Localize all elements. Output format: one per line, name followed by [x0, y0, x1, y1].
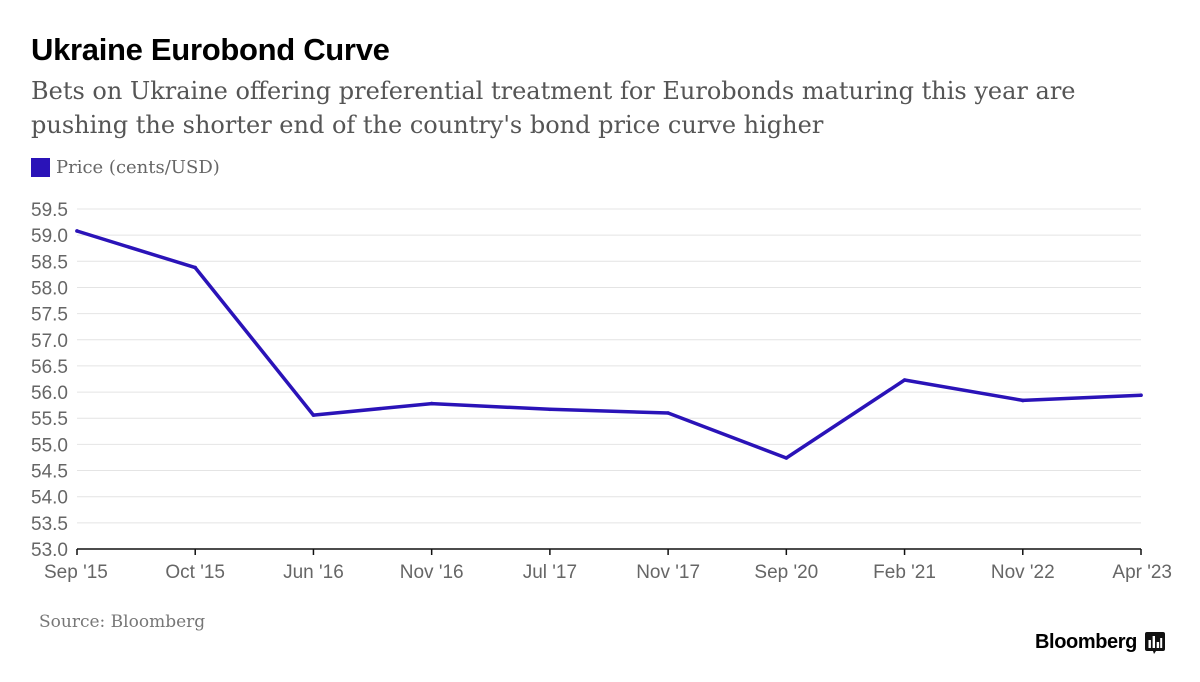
data-point	[75, 229, 79, 233]
x-tick-label: Oct '15	[165, 562, 225, 583]
x-axis: Sep '15 Oct '15 Jun '16 Nov '16 Jul '17 Nov '…	[44, 548, 1172, 583]
data-point	[902, 378, 907, 382]
chart-title: Ukraine Eurobond Curve	[31, 32, 390, 67]
data-point	[784, 456, 789, 460]
x-tick-label: Sep '20	[754, 562, 818, 583]
legend-label: Price (cents/USD)	[56, 157, 220, 178]
x-tick-label: Apr '23	[1112, 562, 1172, 583]
data-point	[429, 401, 434, 406]
chart-subtitle: Bets on Ukraine offering preferential tr…	[31, 77, 1076, 139]
brand-name: Bloomberg	[1035, 631, 1137, 653]
y-tick-label: 56.5	[31, 357, 68, 378]
data-point	[1020, 398, 1025, 403]
x-tick-label: Feb '21	[873, 562, 936, 583]
x-tick-label: Jul '17	[523, 562, 577, 583]
bar-chart-icon	[1144, 631, 1165, 654]
x-tick-label: Nov '16	[400, 562, 464, 583]
gridlines	[77, 208, 1141, 524]
legend: Price (cents/USD)	[31, 157, 220, 178]
y-tick-label: 53.5	[31, 514, 68, 535]
y-tick-label: 58.5	[31, 252, 68, 273]
y-tick-label: 54.0	[31, 488, 68, 509]
x-tick-label: Nov '22	[991, 562, 1055, 583]
x-tick-label: Jun '16	[283, 562, 344, 583]
y-tick-label: 55.0	[31, 435, 68, 456]
y-tick-label: 56.0	[31, 383, 68, 404]
series	[75, 229, 1143, 460]
y-tick-label: 57.0	[31, 331, 68, 352]
y-tick-label: 58.0	[31, 278, 68, 299]
data-point	[548, 407, 552, 412]
x-tick-label: Nov '17	[636, 562, 700, 583]
legend-swatch	[31, 158, 50, 177]
data-point	[311, 413, 316, 417]
y-tick-label: 59.5	[31, 200, 68, 221]
bloomberg-logo: Bloomberg	[1035, 631, 1165, 654]
x-tick-label: Sep '15	[44, 562, 108, 583]
y-tick-label: 57.5	[31, 305, 68, 326]
data-point	[193, 265, 198, 270]
y-tick-label: 55.5	[31, 409, 68, 430]
series-line	[75, 229, 1143, 460]
data-point	[666, 411, 670, 415]
y-axis: 53.0 53.5 54.0 54.5 55.0 55.5 56.0 56.5 57.0 57.5…	[31, 200, 68, 561]
y-tick-label: 59.0	[31, 226, 68, 247]
y-tick-label: 53.0	[31, 540, 68, 561]
source-note: Source: Bloomberg	[39, 612, 206, 632]
data-point	[1139, 393, 1143, 398]
y-tick-label: 54.5	[31, 462, 68, 483]
line-chart: 53.0 53.5 54.0 54.5 55.0 55.5 56.0 56.5 57.0 57.5…	[31, 200, 1172, 583]
